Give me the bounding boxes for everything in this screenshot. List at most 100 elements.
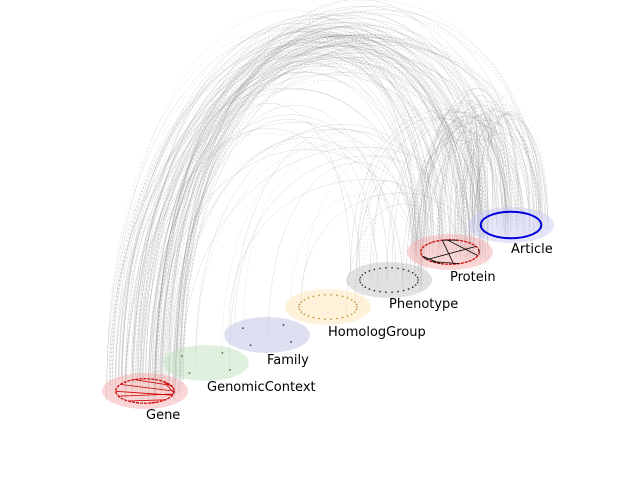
edge-arc: [417, 102, 499, 279]
node-groups: Gene GenomicContext Family HomologGroup Phen…: [102, 207, 554, 423]
edge-arc: [427, 109, 540, 249]
node-point: [414, 274, 417, 276]
node-point: [300, 301, 303, 303]
internal-edge: [478, 249, 480, 253]
node-point: [355, 308, 358, 311]
node-point: [249, 344, 252, 346]
edge-arc: [174, 36, 439, 393]
edge-arc: [300, 155, 431, 324]
node-halo: [102, 373, 188, 409]
edge-arc: [150, 34, 489, 383]
node-phenotype: Phenotype: [346, 262, 458, 312]
edge-arc: [141, 44, 549, 400]
edge-arc: [179, 30, 426, 397]
internal-edge: [423, 257, 428, 260]
node-point: [402, 289, 405, 292]
node-point: [402, 268, 405, 271]
edge-arc: [475, 109, 505, 262]
internal-edge: [422, 255, 441, 264]
node-point: [416, 281, 419, 284]
node-point: [300, 311, 303, 313]
node-point: [350, 313, 353, 316]
node-point: [330, 294, 332, 296]
node-point: [324, 294, 326, 296]
internal-edge: [446, 239, 479, 256]
internal-edge: [150, 401, 158, 404]
node-halo: [224, 317, 310, 353]
internal-edge: [134, 379, 172, 386]
edge-arc: [154, 13, 542, 398]
node-label-gene: Gene: [146, 408, 180, 423]
edge-arc: [125, 31, 460, 385]
node-point: [417, 279, 420, 281]
edge-arc: [174, 80, 436, 382]
edge-arc: [460, 138, 484, 261]
node-point: [298, 303, 301, 306]
node-point: [397, 267, 399, 270]
node-label-genomic: GenomicContext: [207, 380, 316, 395]
edge-arc: [462, 118, 508, 242]
internal-edge: [120, 384, 175, 392]
edge-arc: [478, 111, 485, 253]
edge-arc: [413, 137, 489, 251]
node-point: [379, 267, 381, 270]
edge-arc: [168, 56, 518, 396]
edge-arc: [440, 102, 481, 245]
node-point: [411, 272, 414, 274]
node-point: [364, 286, 367, 289]
edge-arc: [125, 40, 540, 401]
node-point: [312, 316, 315, 319]
edge-arc: [439, 113, 522, 263]
edge-arc: [157, 36, 468, 395]
node-point: [361, 274, 364, 276]
node-ring: [479, 210, 543, 240]
node-point: [242, 327, 244, 329]
node-label-protein: Protein: [450, 270, 496, 285]
edge-arc: [137, 55, 481, 390]
node-point: [324, 318, 326, 321]
edge-arc: [106, 27, 418, 385]
node-point: [346, 315, 349, 317]
edge-arc: [169, 66, 535, 391]
node-point: [188, 372, 191, 374]
node-point: [414, 284, 417, 286]
node-genomic: GenomicContext: [163, 345, 316, 395]
node-point: [368, 288, 371, 290]
edge-arc: [454, 107, 498, 247]
edge-arc: [469, 107, 478, 261]
node-point: [356, 306, 359, 308]
node-point: [368, 270, 371, 272]
node-point: [341, 295, 344, 298]
edge-arc: [161, 31, 422, 383]
internal-edge: [164, 381, 174, 388]
node-point: [391, 267, 393, 269]
edge-arc: [417, 100, 508, 271]
node-gene: Gene: [102, 373, 188, 423]
node-point: [379, 290, 381, 293]
node-halo: [407, 234, 493, 270]
edge-arc: [172, 46, 461, 395]
node-point: [318, 294, 320, 297]
edge-arc: [454, 122, 537, 258]
edge-arc: [169, 37, 532, 399]
node-point: [318, 317, 320, 320]
edge-arc: [121, 35, 518, 380]
edge-arc: [361, 192, 423, 312]
edge-arc: [472, 114, 542, 254]
node-point: [391, 291, 393, 294]
edge-arc: [175, 137, 404, 396]
node-point: [221, 352, 224, 354]
edge-arc: [477, 96, 530, 245]
node-protein: Protein: [407, 234, 496, 285]
node-halo: [346, 262, 432, 298]
edge-arc: [140, 63, 486, 391]
node-point: [282, 324, 285, 326]
edge-arc: [166, 26, 480, 400]
node-point: [359, 281, 362, 284]
node-point: [290, 341, 292, 343]
node-point: [303, 313, 306, 316]
edge-arc: [440, 106, 517, 245]
node-point: [397, 290, 399, 293]
edge-arc: [154, 22, 474, 398]
edge-arc: [115, 133, 379, 385]
